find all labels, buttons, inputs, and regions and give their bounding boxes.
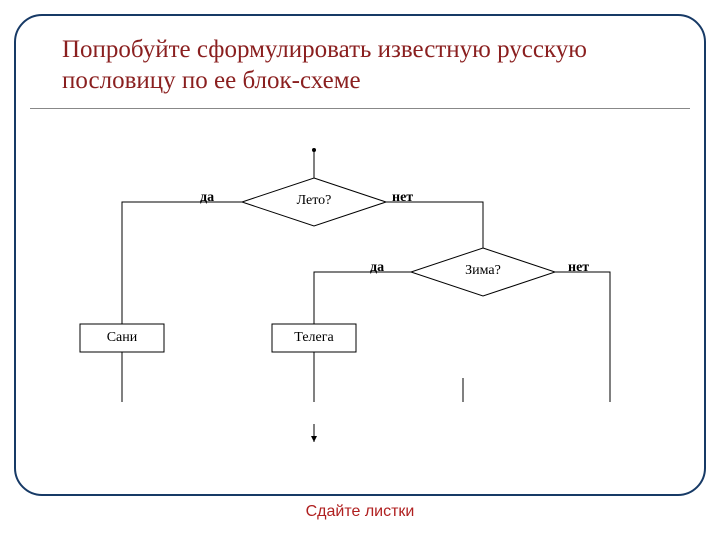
flow-label: да [200, 190, 214, 206]
flow-label: Телега [272, 330, 356, 346]
flow-label: Зима? [411, 263, 555, 279]
flow-label: нет [568, 260, 589, 276]
flowchart-canvas [0, 0, 720, 540]
flow-label: нет [392, 190, 413, 206]
flow-label: да [370, 260, 384, 276]
flow-label: Лето? [242, 193, 386, 209]
flow-label: Сани [80, 330, 164, 346]
footer-text: Сдайте листки [0, 503, 720, 521]
